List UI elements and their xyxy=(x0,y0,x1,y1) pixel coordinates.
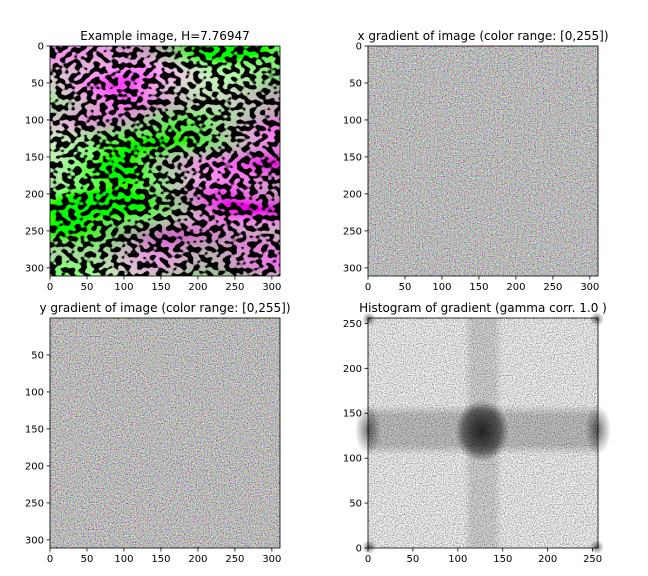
y-tick-label: 150 xyxy=(343,152,362,163)
histogram-speckle xyxy=(368,318,598,548)
x-tick-label: 150 xyxy=(151,554,170,565)
x-tick-label: 250 xyxy=(583,554,602,565)
y-tick-label: 250 xyxy=(343,226,362,237)
panel-title: Example image, H=7.76947 xyxy=(80,29,250,43)
y-tick-label: 100 xyxy=(343,454,362,465)
x-tick-label: 200 xyxy=(506,282,525,293)
x-tick-label: 200 xyxy=(188,282,207,293)
y-tick-label: 50 xyxy=(349,78,362,89)
panel-histogram: Histogram of gradient (gamma corr. 1.0 )… xyxy=(343,301,611,565)
y-tick-label: 0 xyxy=(356,544,362,555)
x-tick-label: 0 xyxy=(47,554,53,565)
x-tick-label: 150 xyxy=(151,282,170,293)
x-tick-label: 50 xyxy=(399,282,412,293)
x-tick-label: 100 xyxy=(114,554,133,565)
x-tick-label: 100 xyxy=(114,282,133,293)
y-tick-label: 250 xyxy=(25,226,44,237)
y-tick-label: 250 xyxy=(25,498,44,509)
y-tick-label: 200 xyxy=(343,189,362,200)
example-image-texture xyxy=(50,46,280,276)
x-tick-label: 100 xyxy=(432,282,451,293)
y-tick-label: 150 xyxy=(25,152,44,163)
x-tick-label: 50 xyxy=(81,554,94,565)
x-tick-label: 200 xyxy=(188,554,207,565)
x-tick-label: 250 xyxy=(225,554,244,565)
y-tick-label: 0 xyxy=(38,42,44,53)
y-tick-label: 100 xyxy=(25,387,44,398)
y-tick-label: 150 xyxy=(25,424,44,435)
axes-frame xyxy=(49,45,281,277)
x-tick-label: 300 xyxy=(262,554,281,565)
axes-ticks: 0 50 100 150 200 250 300 50 100 150 200 250 300 xyxy=(25,350,282,565)
axes-frame xyxy=(367,317,599,549)
y-tick-label: 300 xyxy=(25,263,44,274)
x-tick-label: 300 xyxy=(262,282,281,293)
x-tick-label: 50 xyxy=(81,282,94,293)
y-tick-label: 200 xyxy=(343,364,362,375)
x-tick-label: 300 xyxy=(580,282,599,293)
y-tick-label: 50 xyxy=(349,499,362,510)
x-tick-label: 250 xyxy=(543,282,562,293)
x-tick-label: 0 xyxy=(365,554,371,565)
x-gradient-noise xyxy=(368,46,598,276)
panel-title: x gradient of image (color range: [0,255… xyxy=(357,29,608,43)
y-tick-label: 250 xyxy=(343,319,362,330)
axes-frame xyxy=(367,45,599,277)
x-tick-label: 150 xyxy=(493,554,512,565)
x-tick-label: 0 xyxy=(365,282,371,293)
y-tick-label: 150 xyxy=(343,409,362,420)
y-gradient-noise xyxy=(50,318,280,548)
y-tick-label: 100 xyxy=(343,115,362,126)
x-tick-label: 50 xyxy=(407,554,420,565)
axes-ticks: 0 50 100 150 200 250 0 50 100 150 200 250 xyxy=(343,319,602,565)
y-tick-label: 100 xyxy=(25,115,44,126)
axes-frame xyxy=(49,317,281,549)
x-tick-label: 250 xyxy=(225,282,244,293)
x-tick-label: 0 xyxy=(47,282,53,293)
panel-example-image: Example image, H=7.76947 0 50 100 150 200 250… xyxy=(25,29,282,293)
x-tick-label: 200 xyxy=(538,554,557,565)
x-tick-label: 100 xyxy=(448,554,467,565)
y-tick-label: 300 xyxy=(25,535,44,546)
y-tick-label: 300 xyxy=(343,263,362,274)
y-tick-label: 200 xyxy=(25,189,44,200)
y-tick-label: 0 xyxy=(356,42,362,53)
y-tick-label: 50 xyxy=(31,78,44,89)
panel-x-gradient: x gradient of image (color range: [0,255… xyxy=(343,29,609,293)
y-tick-label: 200 xyxy=(25,461,44,472)
panel-y-gradient: y gradient of image (color range: [0,255… xyxy=(25,301,291,565)
panel-title: y gradient of image (color range: [0,255… xyxy=(39,301,290,315)
panel-title: Histogram of gradient (gamma corr. 1.0 ) xyxy=(359,301,607,315)
y-tick-label: 50 xyxy=(31,350,44,361)
x-tick-label: 150 xyxy=(469,282,488,293)
